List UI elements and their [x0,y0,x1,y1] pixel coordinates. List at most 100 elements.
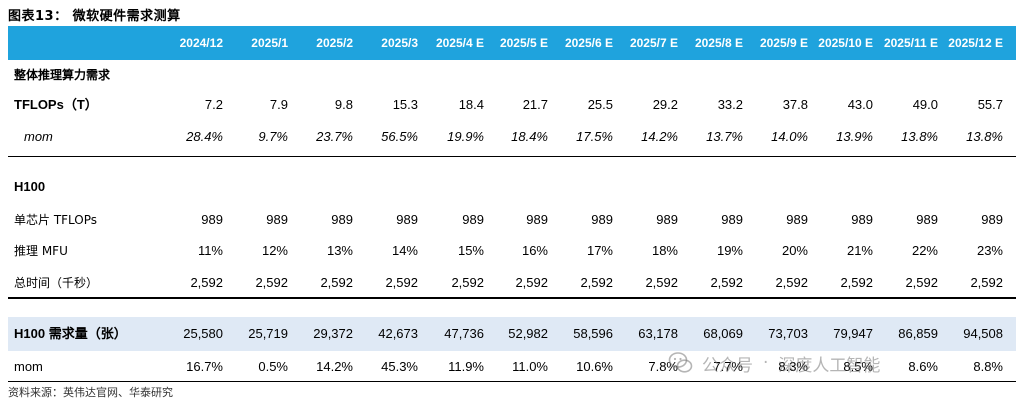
column-header: 2025/12 E [948,36,1003,50]
table-row-mfu: 推理 MFU 11% 12% 13% 14% 15% 16% 17% 18% 1… [8,234,1016,268]
table-cell: 8.5% [843,359,873,374]
table-cell: 13.9% [836,129,873,144]
column-header: 2025/6 E [564,36,613,50]
table-cell: 14.2% [316,359,353,374]
table-cell: 13.8% [901,129,938,144]
table-cell: 23% [976,243,1003,258]
table-cell: 9.8 [334,97,353,112]
table-cell: 42,673 [378,326,418,341]
table-cell: 63,178 [638,326,678,341]
table-cell: 2,592 [840,275,873,290]
table-cell: 15.3 [392,97,418,112]
table-cell: 79,947 [833,326,873,341]
source-note: 资料来源：英伟达官网、华泰研究 [8,386,173,399]
column-header: 2025/10 E [818,36,873,50]
table-cell: 47,736 [444,326,484,341]
table-cell: 989 [721,212,743,227]
table-cell: 10.6% [576,359,613,374]
table-cell: 989 [786,212,808,227]
table-cell: 14% [391,243,418,258]
table-cell: 13% [326,243,353,258]
table-cell: 29.2 [652,97,678,112]
table-header: 2024/12 2025/1 2025/2 2025/3 2025/4 E 20… [8,26,1016,60]
row-label: TFLOPs（T） [14,97,98,112]
table-cell: 2,592 [320,275,353,290]
wechat-icon [668,352,693,373]
row-label: 总时间（千秒） [14,276,99,290]
table-cell: 14.2% [641,129,678,144]
table-cell: 28.4% [186,129,223,144]
table-cell: 11.0% [512,359,548,374]
watermark-right: 深度人工智能 [778,355,881,376]
table-cell: 13.7% [706,129,743,144]
table-cell: 11% [197,243,223,258]
table-cell: 21% [846,243,873,258]
table-cell: 19% [716,243,743,258]
table-cell: 33.2 [717,97,743,112]
table-cell: 15% [457,243,484,258]
table-cell: 989 [396,212,418,227]
table-cell: 23.7% [316,129,353,144]
table-cell: 989 [331,212,353,227]
row-label: 单芯片 TFLOPs [14,213,98,227]
table-cell: 45.3% [381,359,418,374]
table-cell: 18.4% [511,129,548,144]
column-header: 2025/8 E [694,36,743,50]
table-cell: 9.7% [258,129,288,144]
table-cell: 12% [261,243,288,258]
table-cell: 2,592 [451,275,484,290]
divider [8,156,1016,157]
table-cell: 989 [656,212,678,227]
figure-title: 图表13： 微软硬件需求测算 [8,9,181,24]
row-label: 推理 MFU [14,244,68,258]
table-cell: 2,592 [905,275,938,290]
table-cell: 13.8% [966,129,1003,144]
table-row-tflops: TFLOPs（T） 7.2 7.9 9.8 15.3 18.4 21.7 25.… [8,88,1016,122]
table-cell: 56.5% [381,129,418,144]
table-cell: 43.0 [847,97,873,112]
table-cell: 989 [462,212,484,227]
table-cell: 11.9% [448,359,484,374]
table-cell: 17% [586,243,613,258]
table-row-chip-tflops: 单芯片 TFLOPs 989 989 989 989 989 989 989 9… [8,203,1016,237]
column-header: 2025/3 [381,36,418,50]
column-header: 2025/11 E [883,36,938,50]
table-cell: 37.8 [782,97,808,112]
table-cell: 0.5% [258,359,288,374]
table-cell: 2,592 [775,275,808,290]
table-row-h100-demand: H100 需求量（张） 25,580 25,719 29,372 42,673 … [8,317,1016,351]
table-cell: 21.7 [522,97,548,112]
row-label: H100 [14,179,46,194]
divider [8,297,1016,299]
table-cell: 94,508 [963,326,1003,341]
table-row-total-time: 总时间（千秒） 2,592 2,592 2,592 2,592 2,592 2,… [8,266,1016,300]
row-label: mom [14,359,43,374]
column-header: 2025/4 E [435,36,484,50]
table-cell: 73,703 [768,326,808,341]
divider [8,381,1016,382]
table-cell: 2,592 [645,275,678,290]
table-cell: 7.9 [269,97,288,112]
table-cell: 989 [981,212,1003,227]
table-cell: 989 [591,212,613,227]
table-cell: 2,592 [190,275,223,290]
table-cell: 55.7 [977,97,1003,112]
section-row-overall: 整体推理算力需求 [8,58,1016,92]
table-cell: 2,592 [255,275,288,290]
table-cell: 25.5 [587,97,613,112]
table-cell: 7.2 [204,97,223,112]
table-cell: 989 [526,212,548,227]
table-cell: 2,592 [385,275,418,290]
table-cell: 19.9% [447,129,484,144]
table-cell: 20% [781,243,808,258]
table-cell: 22% [911,243,938,258]
table-cell: 86,859 [898,326,938,341]
table-cell: 49.0 [912,97,938,112]
column-header: 2024/12 [179,36,223,50]
table-cell: 2,592 [580,275,613,290]
table-row-h100-mom: mom 16.7% 0.5% 14.2% 45.3% 11.9% 11.0% 1… [8,350,1016,384]
table-cell: 18% [651,243,678,258]
table-cell: 68,069 [703,326,743,341]
table-cell: 16% [521,243,548,258]
table-cell: 2,592 [970,275,1003,290]
